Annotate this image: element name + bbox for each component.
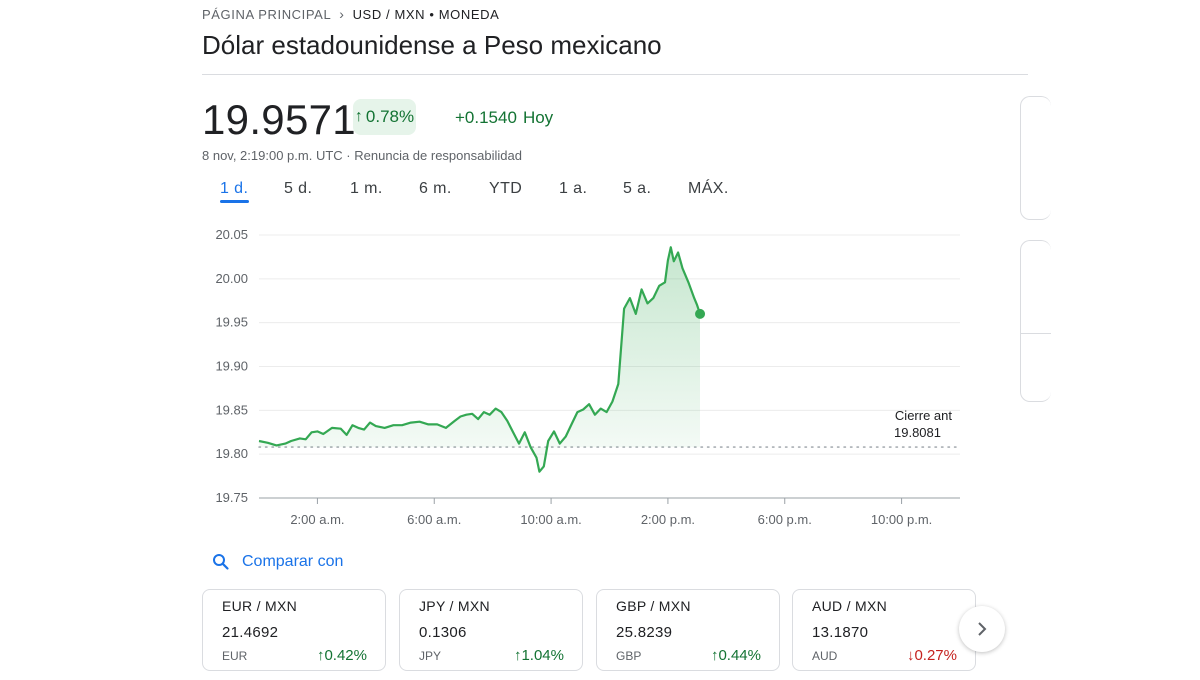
series-area xyxy=(259,247,700,472)
card-currency: JPY xyxy=(419,649,442,663)
current-price: 19.9571 xyxy=(202,96,356,143)
x-tick-label: 6:00 a.m. xyxy=(407,512,461,527)
tab-1d[interactable]: 1 d. xyxy=(220,180,249,197)
card-change-value: 0.44% xyxy=(718,647,761,664)
tab-1a[interactable]: 1 a. xyxy=(559,180,588,197)
active-tab-indicator xyxy=(220,200,249,203)
arrow-up-icon: ↑ xyxy=(316,647,325,664)
card-currency: EUR xyxy=(222,649,248,663)
card-currency: GBP xyxy=(616,649,642,663)
card-change: ↑1.04% xyxy=(514,647,564,664)
card-change: ↓0.27% xyxy=(907,647,957,664)
card-pair: AUD / MXN xyxy=(812,598,888,614)
side-panel xyxy=(1020,240,1051,402)
card-change-value: 1.04% xyxy=(521,647,564,664)
disclaimer-link[interactable]: Renuncia de responsabilidad xyxy=(354,148,522,163)
next-cards-button[interactable] xyxy=(959,606,1005,652)
card-value: 21.4692 xyxy=(222,624,279,641)
compare-label: Comparar con xyxy=(242,553,344,570)
tab-5d[interactable]: 5 d. xyxy=(284,180,313,197)
previous-close-label: Cierre ant xyxy=(895,408,952,423)
card-change: ↑0.42% xyxy=(317,647,367,664)
card-change-value: 0.42% xyxy=(324,647,367,664)
absolute-change: +0.1540 Hoy xyxy=(455,108,553,128)
divider xyxy=(202,74,1028,75)
breadcrumb-current: USD / MXN • MONEDA xyxy=(352,7,500,22)
search-icon xyxy=(213,554,229,570)
percent-change-value: 0.78% xyxy=(365,107,415,126)
card-pair: GBP / MXN xyxy=(616,598,691,614)
y-tick-label: 19.90 xyxy=(215,359,248,374)
x-tick-label: 10:00 a.m. xyxy=(520,512,581,527)
divider xyxy=(1021,333,1051,334)
currency-card-gbp[interactable]: GBP / MXN 25.8239 GBP ↑0.44% xyxy=(596,589,780,671)
currency-card-aud[interactable]: AUD / MXN 13.1870 AUD ↓0.27% xyxy=(792,589,976,671)
absolute-change-value: +0.1540 xyxy=(455,108,517,127)
chevron-right-icon: › xyxy=(339,6,345,22)
currency-card-jpy[interactable]: JPY / MXN 0.1306 JPY ↑1.04% xyxy=(399,589,583,671)
tab-6m[interactable]: 6 m. xyxy=(419,180,452,197)
card-value: 13.1870 xyxy=(812,624,869,641)
card-value: 0.1306 xyxy=(419,624,467,641)
compare-button[interactable]: Comparar con xyxy=(212,553,343,571)
meta-separator: · xyxy=(346,148,351,163)
card-change-value: 0.27% xyxy=(914,647,957,664)
currency-card-eur[interactable]: EUR / MXN 21.4692 EUR ↑0.42% xyxy=(202,589,386,671)
card-currency: AUD xyxy=(812,649,838,663)
tab-max[interactable]: MÁX. xyxy=(688,180,729,197)
y-tick-label: 19.75 xyxy=(215,490,248,505)
x-tick-label: 6:00 p.m. xyxy=(758,512,812,527)
tab-ytd[interactable]: YTD xyxy=(489,180,523,197)
x-tick-label: 10:00 p.m. xyxy=(871,512,932,527)
timestamp: 8 nov, 2:19:00 p.m. UTC xyxy=(202,148,343,163)
y-tick-label: 20.00 xyxy=(215,271,248,286)
current-price-dot xyxy=(695,308,706,319)
tab-1m[interactable]: 1 m. xyxy=(350,180,383,197)
arrow-up-icon: ↑ xyxy=(513,647,522,664)
y-tick-label: 20.05 xyxy=(215,227,248,242)
card-value: 25.8239 xyxy=(616,624,673,641)
change-period: Hoy xyxy=(522,108,554,127)
quote-meta: 8 nov, 2:19:00 p.m. UTC · Renuncia de re… xyxy=(202,148,522,163)
x-tick-label: 2:00 p.m. xyxy=(641,512,695,527)
breadcrumb-home-link[interactable]: PÁGINA PRINCIPAL xyxy=(202,7,332,22)
card-pair: JPY / MXN xyxy=(419,598,490,614)
y-tick-label: 19.95 xyxy=(215,315,248,330)
price-chart[interactable]: 20.05 20.00 19.95 19.90 19.85 19.80 19.75 2:00 … xyxy=(200,220,980,540)
y-tick-label: 19.80 xyxy=(215,446,248,461)
arrow-up-icon: ↑ xyxy=(354,108,363,125)
series-line xyxy=(258,246,702,473)
arrow-down-icon: ↓ xyxy=(906,647,915,664)
side-panel xyxy=(1020,96,1051,220)
percent-change-badge: ↑ 0.78% xyxy=(353,99,416,135)
tab-5a[interactable]: 5 a. xyxy=(623,180,652,197)
page-title: Dólar estadounidense a Peso mexicano xyxy=(202,30,662,60)
y-tick-label: 19.85 xyxy=(215,402,248,417)
arrow-up-icon: ↑ xyxy=(710,647,719,664)
chevron-right-icon xyxy=(978,622,987,636)
x-tick-label: 2:00 a.m. xyxy=(290,512,344,527)
breadcrumb: PÁGINA PRINCIPAL › USD / MXN • MONEDA xyxy=(202,6,499,22)
previous-close-value: 19.8081 xyxy=(894,425,941,440)
card-change: ↑0.44% xyxy=(711,647,761,664)
card-pair: EUR / MXN xyxy=(222,598,298,614)
